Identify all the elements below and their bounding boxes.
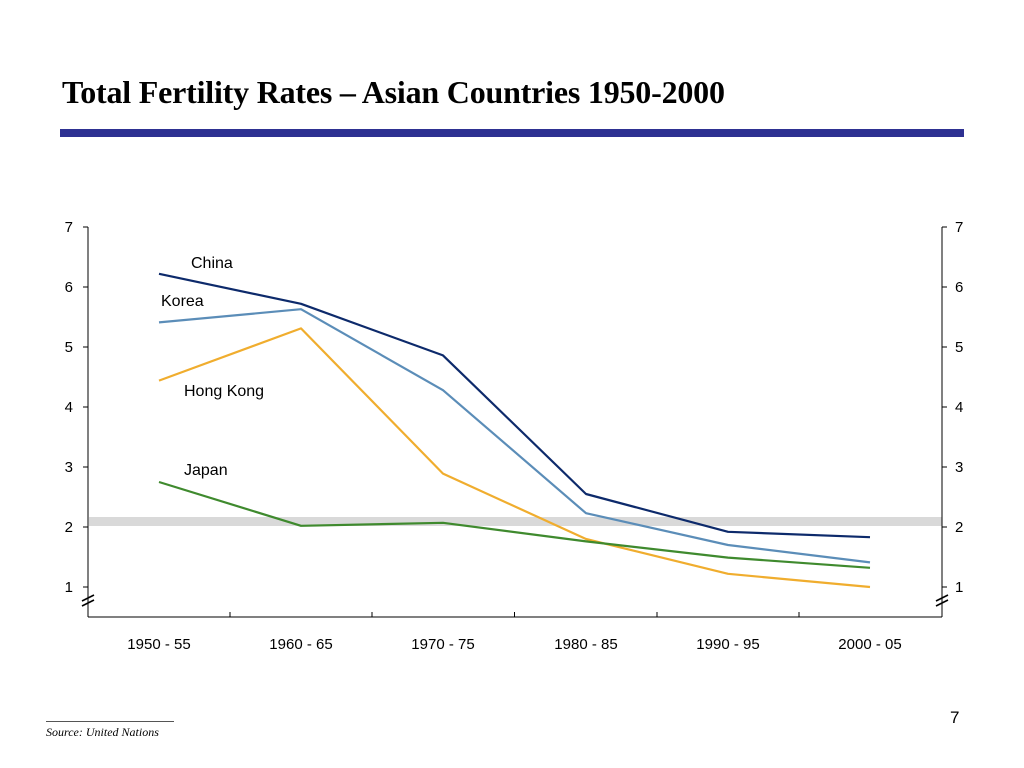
- y-tick-label-right: 2: [955, 519, 963, 536]
- y-tick-label-right: 4: [955, 399, 963, 416]
- series-line-korea: [158, 308, 871, 564]
- y-tick-label-left: 1: [65, 579, 73, 596]
- axis-break-mark-right: [935, 594, 949, 602]
- y-tick-label-right: 3: [955, 459, 963, 476]
- axis-break-mark-right: [935, 599, 949, 607]
- title-rule: [60, 129, 964, 137]
- y-tick-label-right: 7: [955, 219, 963, 236]
- slide-title: Total Fertility Rates – Asian Countries …: [62, 74, 725, 110]
- y-tick-label-left: 2: [65, 519, 73, 536]
- y-tick-label-right: 6: [955, 279, 963, 296]
- x-tick-label: 1990 - 95: [696, 636, 759, 653]
- series-label-china: China: [191, 255, 233, 272]
- x-tick-label: 1980 - 85: [554, 636, 617, 653]
- y-tick-label-right: 1: [955, 579, 963, 596]
- x-tick-label: 1970 - 75: [411, 636, 474, 653]
- page-number: 7: [950, 708, 960, 727]
- series-line-hong-kong: [158, 327, 871, 589]
- x-tick-label: 1960 - 65: [269, 636, 332, 653]
- series-label-korea: Korea: [161, 293, 204, 310]
- series-label-hong-kong: Hong Kong: [184, 383, 264, 400]
- x-tick-label: 2000 - 05: [838, 636, 901, 653]
- y-tick-label-left: 3: [65, 459, 73, 476]
- x-tick-label: 1950 - 55: [127, 636, 190, 653]
- replacement-level-band: [89, 517, 942, 526]
- axis-break-mark-left: [81, 594, 95, 602]
- series-line-japan: [158, 480, 871, 569]
- source-rule: [46, 721, 174, 722]
- source-note: Source: United Nations: [46, 725, 159, 739]
- y-tick-label-left: 6: [65, 279, 73, 296]
- y-tick-label-right: 5: [955, 339, 963, 356]
- y-tick-label-left: 4: [65, 399, 73, 416]
- y-tick-label-left: 5: [65, 339, 73, 356]
- series-label-japan: Japan: [184, 462, 228, 479]
- series-line-china: [158, 272, 871, 539]
- axis-break-mark-left: [81, 599, 95, 607]
- y-tick-label-left: 7: [65, 219, 73, 236]
